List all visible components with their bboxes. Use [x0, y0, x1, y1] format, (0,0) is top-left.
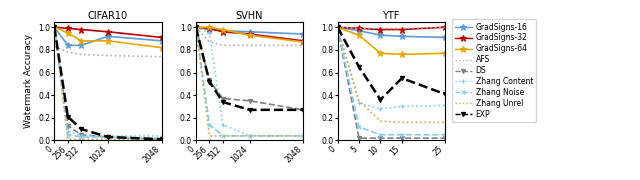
Title: CIFAR10: CIFAR10	[88, 11, 128, 21]
Title: SVHN: SVHN	[236, 11, 263, 21]
Legend: GradSigns-16, GradSigns-32, GradSigns-64, AFS, DS, Zhang Content, Zhang Noise, Z: GradSigns-16, GradSigns-32, GradSigns-64…	[452, 19, 536, 122]
Title: YTF: YTF	[383, 11, 400, 21]
Y-axis label: Watermark Accuracy: Watermark Accuracy	[24, 34, 33, 128]
